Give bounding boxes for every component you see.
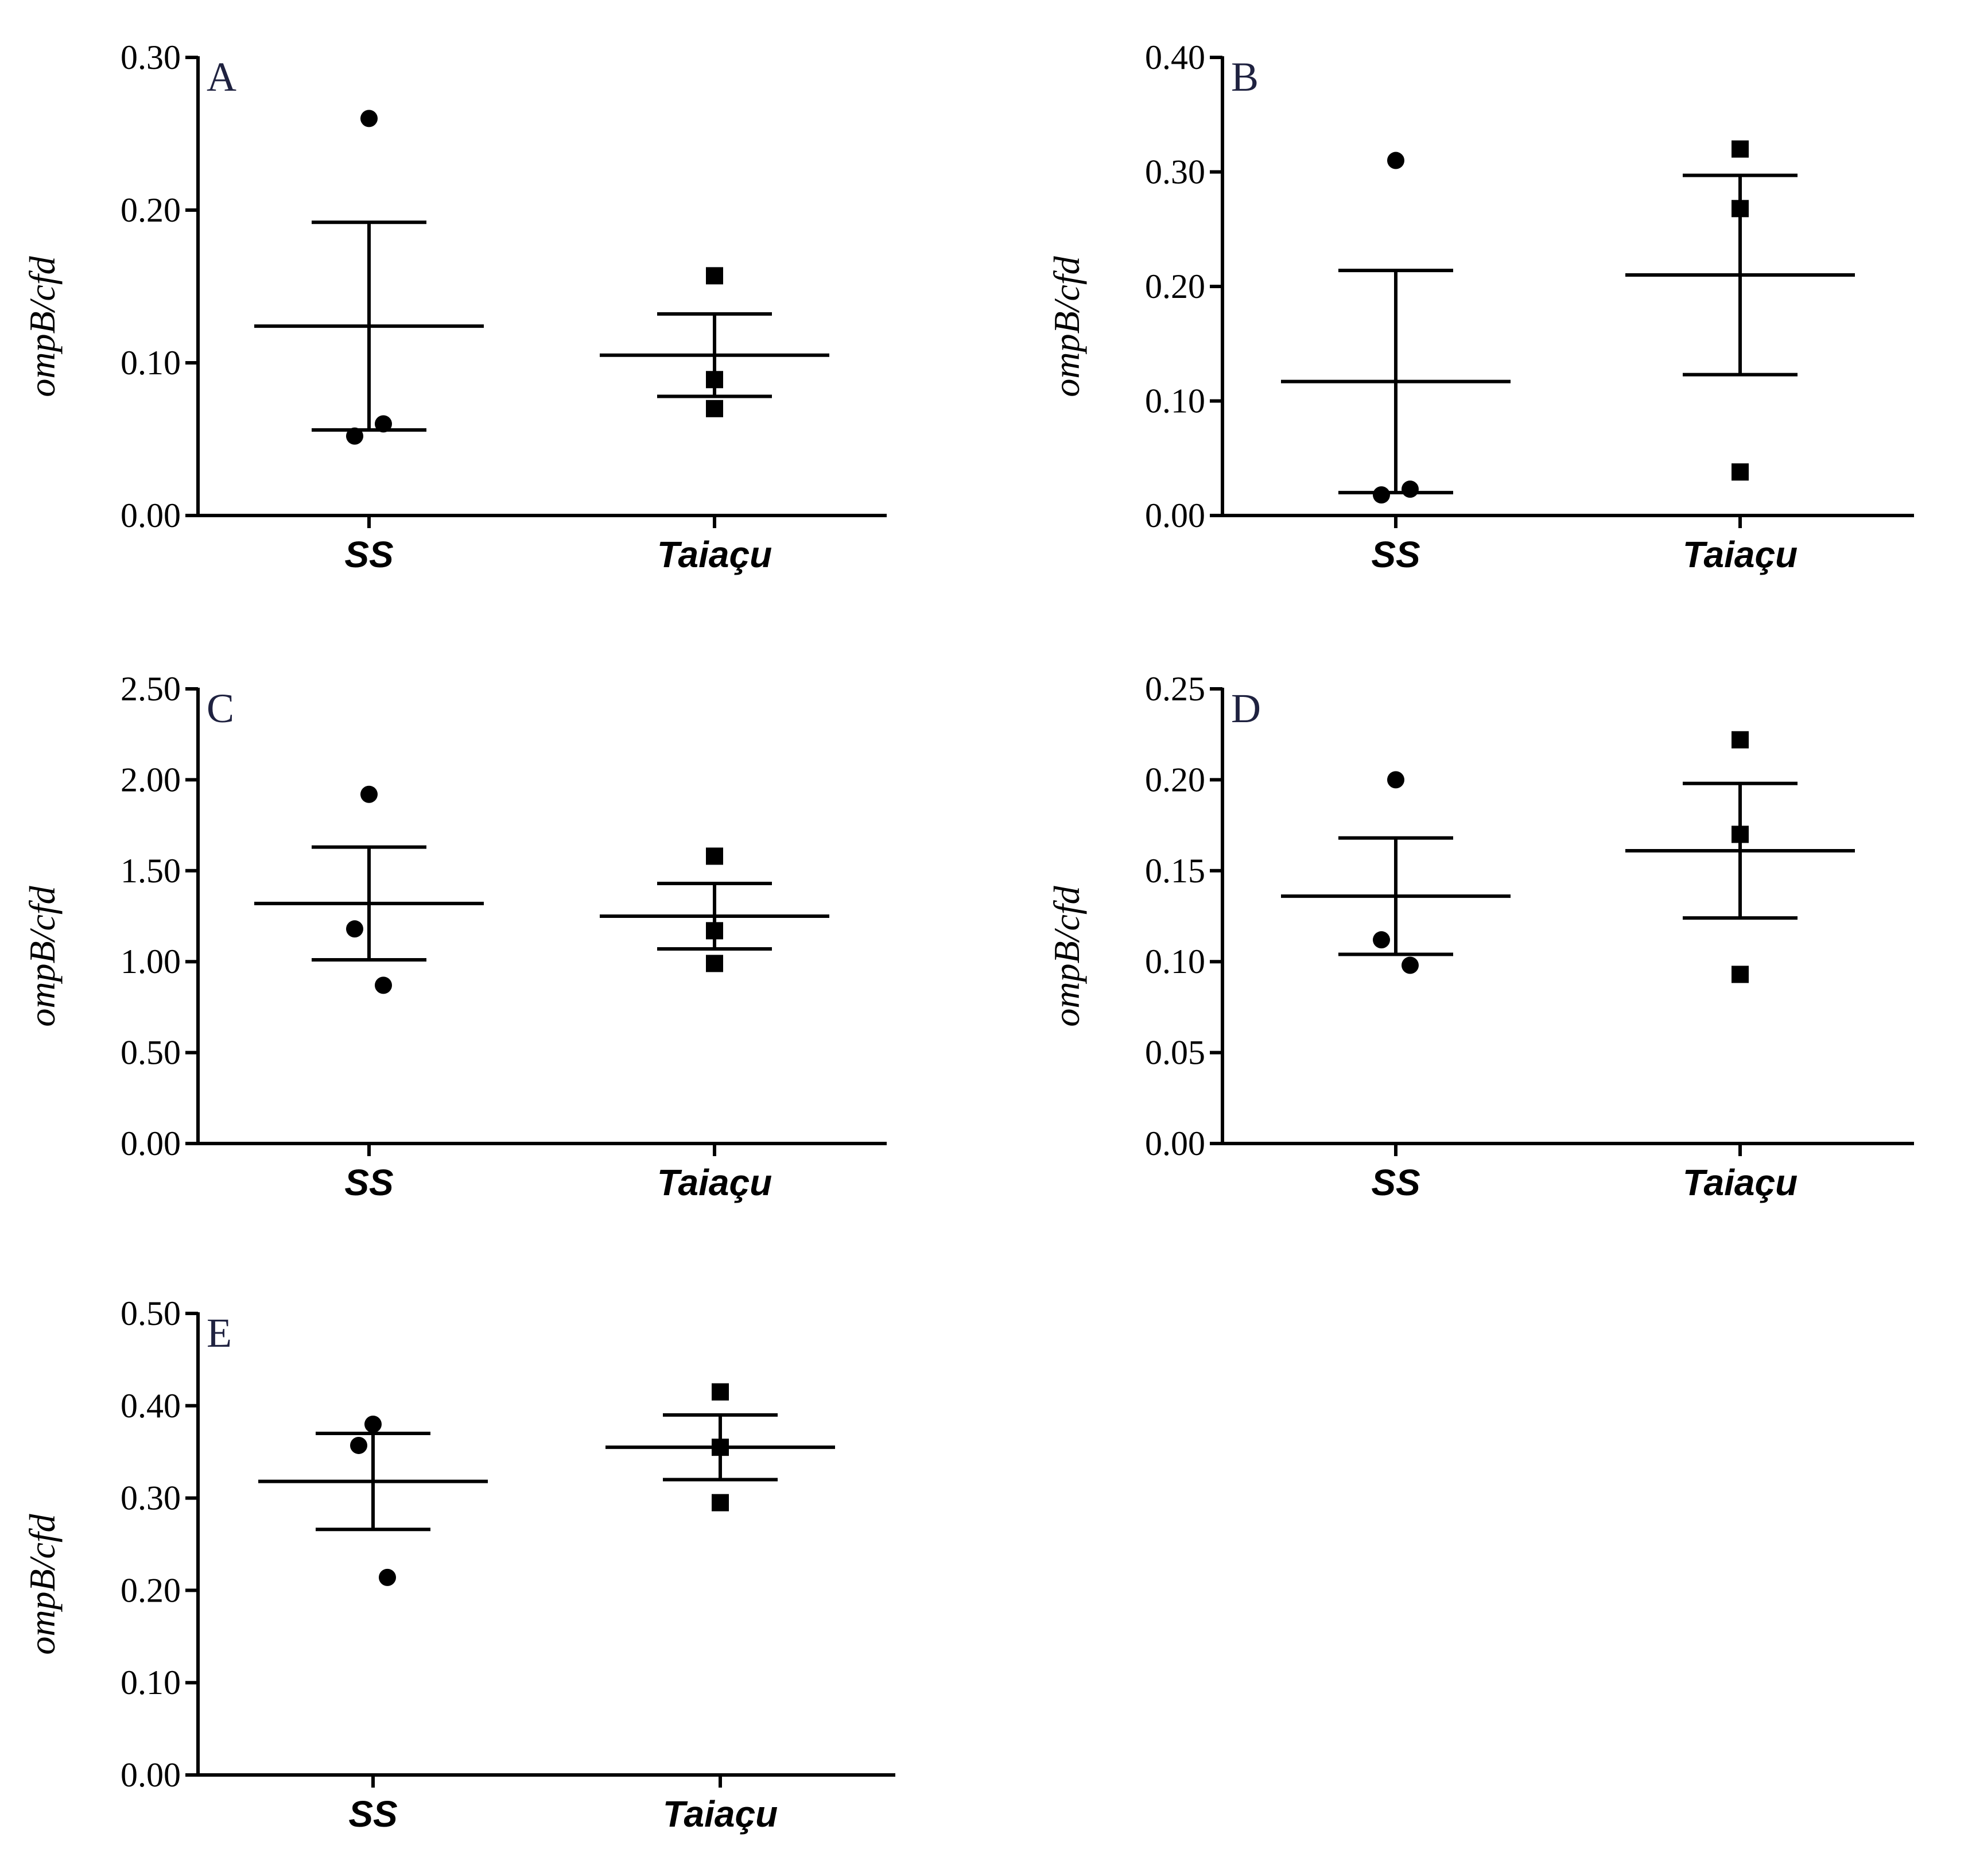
y-tick-label: 0.20 — [121, 191, 181, 229]
data-point — [1373, 486, 1390, 504]
y-axis-label: ompB/cfd — [1046, 255, 1087, 397]
data-point — [712, 1439, 729, 1456]
y-tick-label: 1.00 — [121, 943, 181, 980]
x-tick-label: SS — [1371, 1162, 1420, 1203]
data-point — [706, 955, 723, 972]
y-tick-label: 0.00 — [121, 497, 181, 534]
data-point — [1732, 200, 1749, 218]
data-point — [706, 267, 723, 285]
chart-panel-A: 0.00 0.10 0.20 0.30 ompB/cfd A SS Taiaçu — [22, 38, 887, 575]
y-tick-label: 0.30 — [121, 1479, 181, 1517]
x-tick-label: SS — [348, 1793, 398, 1835]
y-tick-label: 0.10 — [121, 1664, 181, 1701]
y-tick-label: 2.00 — [121, 761, 181, 799]
y-tick-label: 1.50 — [121, 852, 181, 890]
x-tick-label: Taiaçu — [657, 534, 772, 575]
data-point — [375, 415, 392, 433]
y-tick-label: 0.20 — [1145, 268, 1205, 305]
y-tick-label: 0.40 — [1145, 38, 1205, 76]
x-tick-label: Taiaçu — [1683, 534, 1798, 575]
y-tick-label: 0.00 — [121, 1756, 181, 1794]
y-tick-label: 0.20 — [1145, 761, 1205, 799]
data-point — [1732, 966, 1749, 983]
x-tick-label: SS — [344, 534, 394, 575]
y-tick-label: 2.50 — [121, 670, 181, 708]
data-point — [712, 1383, 729, 1401]
data-point — [712, 1494, 729, 1511]
y-tick-label: 0.10 — [1145, 382, 1205, 420]
y-tick-label: 0.40 — [121, 1387, 181, 1425]
y-tick-label: 0.00 — [1145, 1125, 1205, 1162]
y-tick-label: 0.20 — [121, 1571, 181, 1609]
data-point — [1387, 771, 1404, 789]
data-point — [706, 400, 723, 417]
data-point — [346, 427, 363, 445]
y-axis-label: ompB/cfd — [22, 885, 63, 1026]
panel-letter: D — [1231, 685, 1261, 731]
data-point — [1732, 731, 1749, 749]
chart-panel-E: 0.00 0.10 0.20 0.30 0.40 0.50 ompB/cfd E SS Taiaç… — [22, 1294, 895, 1835]
data-point — [1732, 140, 1749, 158]
y-tick-label: 0.50 — [121, 1294, 181, 1332]
data-point — [360, 785, 378, 803]
panel-letter: E — [207, 1310, 232, 1356]
data-point — [375, 976, 392, 994]
chart-panel-B: 0.00 0.10 0.20 0.30 0.40 ompB/cfd B SS Taiaçu — [1046, 38, 1914, 575]
data-point — [1387, 152, 1404, 169]
x-tick-label: Taiaçu — [657, 1162, 772, 1203]
x-tick-label: SS — [344, 1162, 394, 1203]
y-tick-label: 0.00 — [121, 1125, 181, 1162]
panel-letter: A — [207, 54, 236, 100]
data-point — [364, 1415, 382, 1433]
x-tick-label: SS — [1371, 534, 1420, 575]
data-point — [1732, 825, 1749, 843]
data-point — [346, 920, 363, 938]
panel-letter: B — [1231, 54, 1259, 100]
y-axis-label: ompB/cfd — [22, 1513, 63, 1654]
y-tick-label: 0.10 — [1145, 943, 1205, 980]
data-point — [706, 371, 723, 389]
y-tick-label: 0.30 — [121, 38, 181, 76]
data-point — [360, 110, 378, 127]
y-tick-label: 0.10 — [121, 344, 181, 382]
y-axis-label: ompB/cfd — [1046, 885, 1087, 1026]
panel-letter: C — [207, 685, 234, 731]
data-point — [1402, 956, 1419, 974]
data-point — [706, 922, 723, 940]
chart-panel-D: 0.00 0.05 0.10 0.15 0.20 0.25 ompB/cfd D SS Taiaç… — [1046, 670, 1914, 1203]
data-point — [1402, 480, 1419, 498]
y-tick-label: 0.05 — [1145, 1034, 1205, 1072]
y-tick-label: 0.15 — [1145, 852, 1205, 890]
y-tick-label: 0.30 — [1145, 153, 1205, 191]
data-point — [1732, 463, 1749, 481]
data-point — [379, 1568, 396, 1586]
data-point — [350, 1436, 367, 1454]
y-tick-label: 0.25 — [1145, 670, 1205, 708]
y-axis-label: ompB/cfd — [22, 255, 63, 397]
data-point — [1373, 931, 1390, 949]
x-tick-label: Taiaçu — [663, 1793, 778, 1835]
x-tick-label: Taiaçu — [1683, 1162, 1798, 1203]
y-tick-label: 0.00 — [1145, 497, 1205, 534]
y-tick-label: 0.50 — [121, 1034, 181, 1072]
chart-panel-C: 0.00 0.50 1.00 1.50 2.00 2.50 ompB/cfd C SS Taiaç… — [22, 670, 887, 1203]
data-point — [706, 847, 723, 865]
